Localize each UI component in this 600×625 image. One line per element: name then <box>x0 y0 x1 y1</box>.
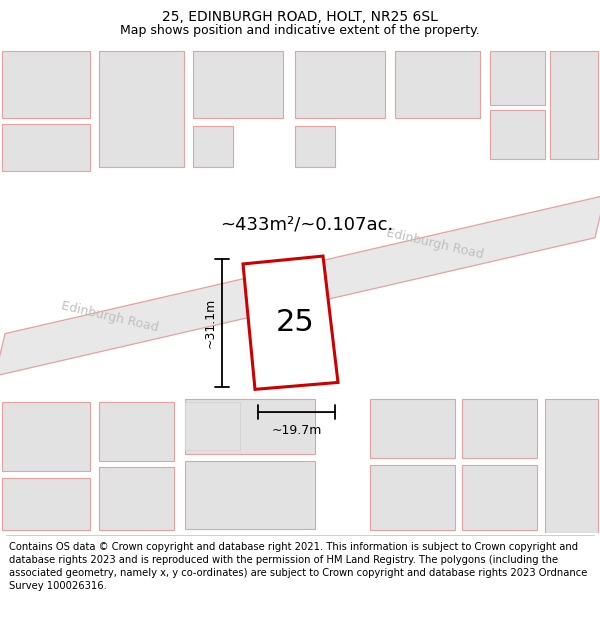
Polygon shape <box>550 51 598 159</box>
Polygon shape <box>462 399 537 459</box>
Polygon shape <box>2 124 90 171</box>
Text: Contains OS data © Crown copyright and database right 2021. This information is : Contains OS data © Crown copyright and d… <box>9 542 587 591</box>
Polygon shape <box>2 402 90 471</box>
Polygon shape <box>0 196 600 376</box>
Polygon shape <box>185 402 240 449</box>
Text: ~31.1m: ~31.1m <box>204 298 217 348</box>
Polygon shape <box>2 478 90 529</box>
Polygon shape <box>2 51 90 118</box>
Polygon shape <box>295 51 385 118</box>
Polygon shape <box>462 466 537 529</box>
Text: 25, EDINBURGH ROAD, HOLT, NR25 6SL: 25, EDINBURGH ROAD, HOLT, NR25 6SL <box>162 10 438 24</box>
Polygon shape <box>370 399 455 459</box>
Polygon shape <box>185 399 315 454</box>
Polygon shape <box>185 461 315 529</box>
Polygon shape <box>395 51 480 118</box>
Polygon shape <box>545 399 598 532</box>
Polygon shape <box>99 51 184 168</box>
Text: ~433m²/~0.107ac.: ~433m²/~0.107ac. <box>220 216 393 234</box>
Polygon shape <box>295 126 335 168</box>
Polygon shape <box>243 256 338 389</box>
Text: Edinburgh Road: Edinburgh Road <box>60 300 160 335</box>
Polygon shape <box>193 51 283 118</box>
Polygon shape <box>490 51 545 105</box>
Text: Edinburgh Road: Edinburgh Road <box>385 227 485 262</box>
Polygon shape <box>99 402 174 461</box>
Polygon shape <box>99 468 174 529</box>
Polygon shape <box>370 466 455 529</box>
Text: ~19.7m: ~19.7m <box>271 424 322 437</box>
Text: 25: 25 <box>275 309 314 338</box>
Polygon shape <box>193 126 233 168</box>
Text: Map shows position and indicative extent of the property.: Map shows position and indicative extent… <box>120 24 480 36</box>
Polygon shape <box>490 110 545 159</box>
